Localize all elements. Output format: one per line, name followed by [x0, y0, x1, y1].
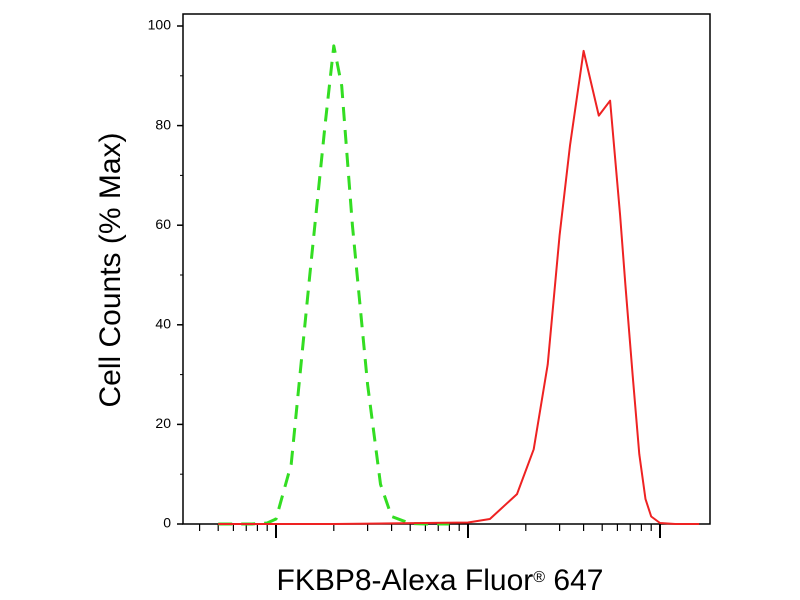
x-axis-title-registered-mark: ®: [533, 569, 545, 586]
plot-frame: [182, 13, 711, 525]
y-axis-ticks: 0 20 40 60 80 100: [148, 17, 183, 531]
x-axis-title-suffix: 647: [545, 564, 603, 597]
y-tick-label: 80: [155, 116, 171, 132]
y-tick-label: 60: [155, 216, 171, 232]
series-fkbp8-curve: [218, 49, 700, 525]
x-axis-title: FKBP8-Alexa Fluor® 647: [277, 564, 604, 597]
y-tick-label: 0: [163, 515, 171, 531]
y-axis-title: Cell Counts (% Max): [94, 132, 127, 407]
x-axis-ticks: [198, 524, 661, 538]
y-tick-label: 40: [155, 316, 171, 332]
x-axis-title-main: FKBP8-Alexa Fluor: [277, 564, 534, 597]
series-isotype-control-curve: [218, 44, 450, 526]
y-tick-label: 100: [148, 17, 172, 33]
y-tick-label: 20: [155, 415, 171, 431]
